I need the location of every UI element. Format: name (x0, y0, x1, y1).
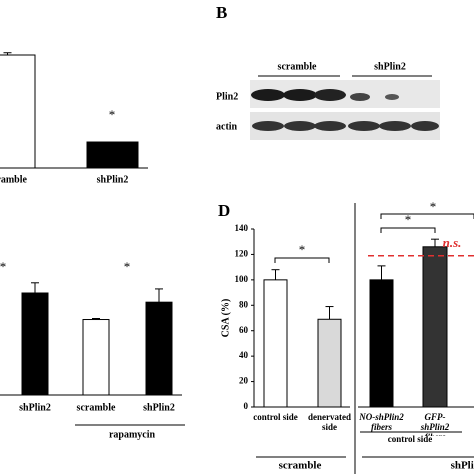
x-tick-label: shPlin2 (143, 402, 175, 413)
x-tick-label: denervated side (308, 412, 351, 432)
blot-row: Plin2 (216, 91, 238, 102)
x-tick-label: GFP-shPlin2 fibers (420, 412, 450, 436)
x-tick-label: scramble (77, 402, 116, 413)
annotation: n.s. (443, 235, 462, 250)
y-tick-label: 60 (239, 325, 249, 335)
y-tick-label: 100 (235, 274, 249, 284)
blot-image (250, 80, 440, 140)
x-tick-label: scramble (0, 174, 27, 185)
bar (0, 54, 36, 169)
x-tick-label-box: control side (253, 412, 298, 422)
x-tick-label-box: NO-shPlin2 fibers (359, 412, 404, 432)
annotation: * (109, 107, 116, 122)
annotation: * (124, 259, 131, 274)
panel-label: D (218, 201, 230, 220)
bar (422, 246, 448, 408)
x-tick-label-box: denervated side (308, 412, 351, 432)
bar (145, 301, 173, 396)
y-axis-label: CSA (%) (220, 299, 231, 338)
blot-row: actin (216, 121, 238, 132)
x-tick-label: control side (387, 434, 433, 444)
bar (86, 141, 139, 169)
bar (317, 318, 342, 408)
y-tick-label: 20 (239, 376, 249, 386)
x-tick-label: shPlin2 (19, 402, 51, 413)
y-tick-label: 80 (239, 299, 249, 309)
panel-label: B (216, 3, 227, 22)
bracket (380, 213, 474, 219)
group-label: shPlin2 (451, 460, 474, 472)
annotation: * (405, 212, 412, 227)
bracket (380, 227, 436, 233)
blot-group: shPlin2 (374, 61, 406, 72)
x-tick-label: control side (253, 412, 298, 422)
x-tick-label: NO-shPlin2 fibers (359, 412, 404, 432)
annotation: * (0, 259, 6, 274)
bar (369, 279, 394, 408)
group-label: scramble (279, 460, 322, 472)
y-tick-label: 40 (239, 350, 249, 360)
group-label: rapamycin (109, 429, 156, 440)
x-tick-label: shPlin2 (97, 174, 129, 185)
bar (263, 279, 288, 408)
bracket (274, 257, 330, 263)
bar (21, 292, 49, 396)
blot-group: scramble (278, 61, 317, 72)
bar (82, 319, 110, 396)
y-tick-label: 140 (235, 223, 249, 233)
x-tick-label-box: GFP-shPlin2 fibers (420, 412, 450, 436)
annotation: * (430, 199, 437, 214)
y-tick-label: 0 (244, 401, 249, 411)
y-tick-label: 120 (235, 248, 249, 258)
annotation: * (299, 242, 306, 257)
x-tick-label-box: control side (387, 434, 433, 444)
